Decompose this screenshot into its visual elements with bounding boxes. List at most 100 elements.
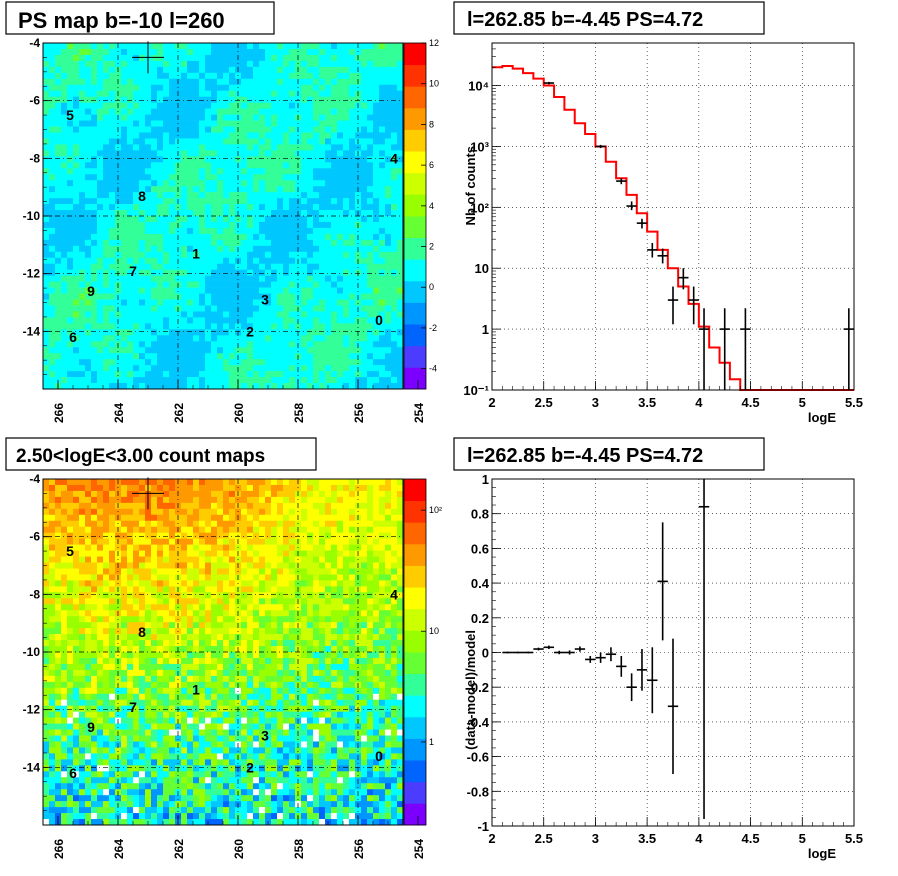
map-y-tick-label: -12 (23, 267, 41, 281)
source-label: 0 (375, 748, 383, 764)
map-x-tick-label: 266 (52, 839, 66, 859)
source-label: 7 (129, 699, 137, 715)
spectrum-y-tick-label: 10⁴ (468, 79, 489, 94)
residual-data-point (637, 649, 647, 691)
source-label: 1 (192, 681, 200, 697)
residual-data-point (554, 651, 564, 654)
spectrum-x-label: logE (808, 410, 836, 425)
ps-map-title: PS map b=-10 l=260 (18, 8, 225, 33)
map-y-tick-label: -10 (23, 209, 41, 223)
ps-scale-label: 10 (429, 79, 439, 89)
map-y-tick-label: -4 (29, 472, 40, 486)
spectrum-y-tick-label: 10⁻¹ (463, 383, 489, 398)
residual-data-point (513, 652, 523, 654)
source-label: 2 (246, 759, 254, 775)
residual-data-point (544, 646, 554, 649)
residual-data-point (523, 652, 533, 654)
residual-data-point (626, 673, 636, 701)
residual-x-tick-label: 4 (695, 831, 703, 846)
residual-y-tick-label: -1 (477, 819, 489, 834)
map-y-tick-label: -10 (23, 645, 41, 659)
residual-y-tick-label: 0 (482, 646, 489, 661)
ps-scale-label: 2 (429, 242, 434, 252)
spectrum-x-tick-label: 4 (695, 395, 703, 410)
map-y-tick-label: -8 (29, 587, 40, 601)
map-x-tick-label: 264 (112, 839, 126, 859)
source-label: 3 (261, 728, 269, 744)
source-label: 4 (390, 150, 398, 166)
residual-data-point (657, 522, 667, 640)
spectrum-data-point (844, 308, 854, 390)
residual-data-point (533, 648, 543, 651)
map-x-tick-label: 264 (112, 403, 126, 423)
residual-data-point (699, 479, 709, 819)
map-x-tick-label: 260 (232, 403, 246, 423)
map-x-tick-label: 262 (172, 839, 186, 859)
residual-x-tick-label: 3 (592, 831, 599, 846)
spectrum-data-point (637, 219, 647, 229)
spectrum-y-tick-label: 1 (482, 322, 489, 337)
map-x-tick-label: 260 (232, 839, 246, 859)
residual-data-point (668, 639, 678, 774)
source-label: 3 (261, 292, 269, 308)
ps-scale-label: -2 (429, 323, 437, 333)
residual-data-point (616, 656, 626, 677)
spectrum-data-point (668, 287, 678, 325)
spectrum-frame (492, 43, 854, 390)
ps-scale-label: -4 (429, 364, 437, 374)
map-y-tick-label: -6 (29, 530, 40, 544)
spectrum-data-point (626, 201, 636, 210)
spectrum-title: l=262.85 b=-4.45 PS=4.72 (467, 9, 703, 31)
source-label: 2 (246, 323, 254, 339)
spectrum-data-point (740, 308, 750, 390)
source-label: 8 (138, 624, 146, 640)
ps-scale-label: 6 (429, 160, 434, 170)
residual-y-tick-label: -0.6 (467, 750, 489, 765)
residual-x-tick-label: 2.5 (535, 831, 553, 846)
residual-x-tick-label: 5 (799, 831, 806, 846)
count-map-title: 2.50<logE<3.00 count maps (16, 446, 265, 467)
residual-y-tick-label: 0.6 (471, 541, 489, 556)
residual-data-point (575, 646, 585, 651)
spectrum-x-tick-label: 5 (799, 395, 806, 410)
ps-scale-label: 4 (429, 201, 434, 211)
count-scale-label: 10² (429, 505, 442, 515)
map-x-tick-label: 258 (292, 403, 306, 423)
map-y-tick-label: -14 (23, 324, 41, 338)
residual-x-label: logE (808, 846, 836, 861)
ps-scale-label: 8 (429, 119, 434, 129)
source-label: 7 (129, 263, 137, 279)
map-y-tick-label: -6 (29, 94, 40, 108)
count-scale-label: 10 (429, 626, 439, 636)
residual-x-tick-label: 5.5 (845, 831, 863, 846)
residual-y-tick-label: 0.2 (471, 611, 489, 626)
map-x-tick-label: 266 (52, 403, 66, 423)
residual-y-tick-label: -0.8 (467, 784, 489, 799)
map-y-tick-label: -4 (29, 36, 40, 50)
source-label: 1 (192, 245, 200, 261)
source-label: 5 (66, 543, 74, 559)
spectrum-data-point (689, 287, 699, 325)
residual-data-point (595, 653, 605, 663)
residual-y-tick-label: 0.4 (471, 576, 490, 591)
residual-data-point (606, 647, 616, 661)
spectrum-data-point (647, 243, 657, 258)
residual-data-point (564, 650, 574, 654)
spectrum-data-point (699, 308, 709, 390)
spectrum-x-tick-label: 4.5 (742, 395, 760, 410)
spectrum-x-tick-label: 3 (592, 395, 599, 410)
ps-scale-label: 12 (429, 38, 439, 48)
spectrum-x-tick-label: 2.5 (535, 395, 553, 410)
source-label: 9 (87, 283, 95, 299)
residual-data-point (502, 652, 512, 654)
source-label: 4 (390, 586, 398, 602)
residual-data-point (647, 647, 657, 713)
